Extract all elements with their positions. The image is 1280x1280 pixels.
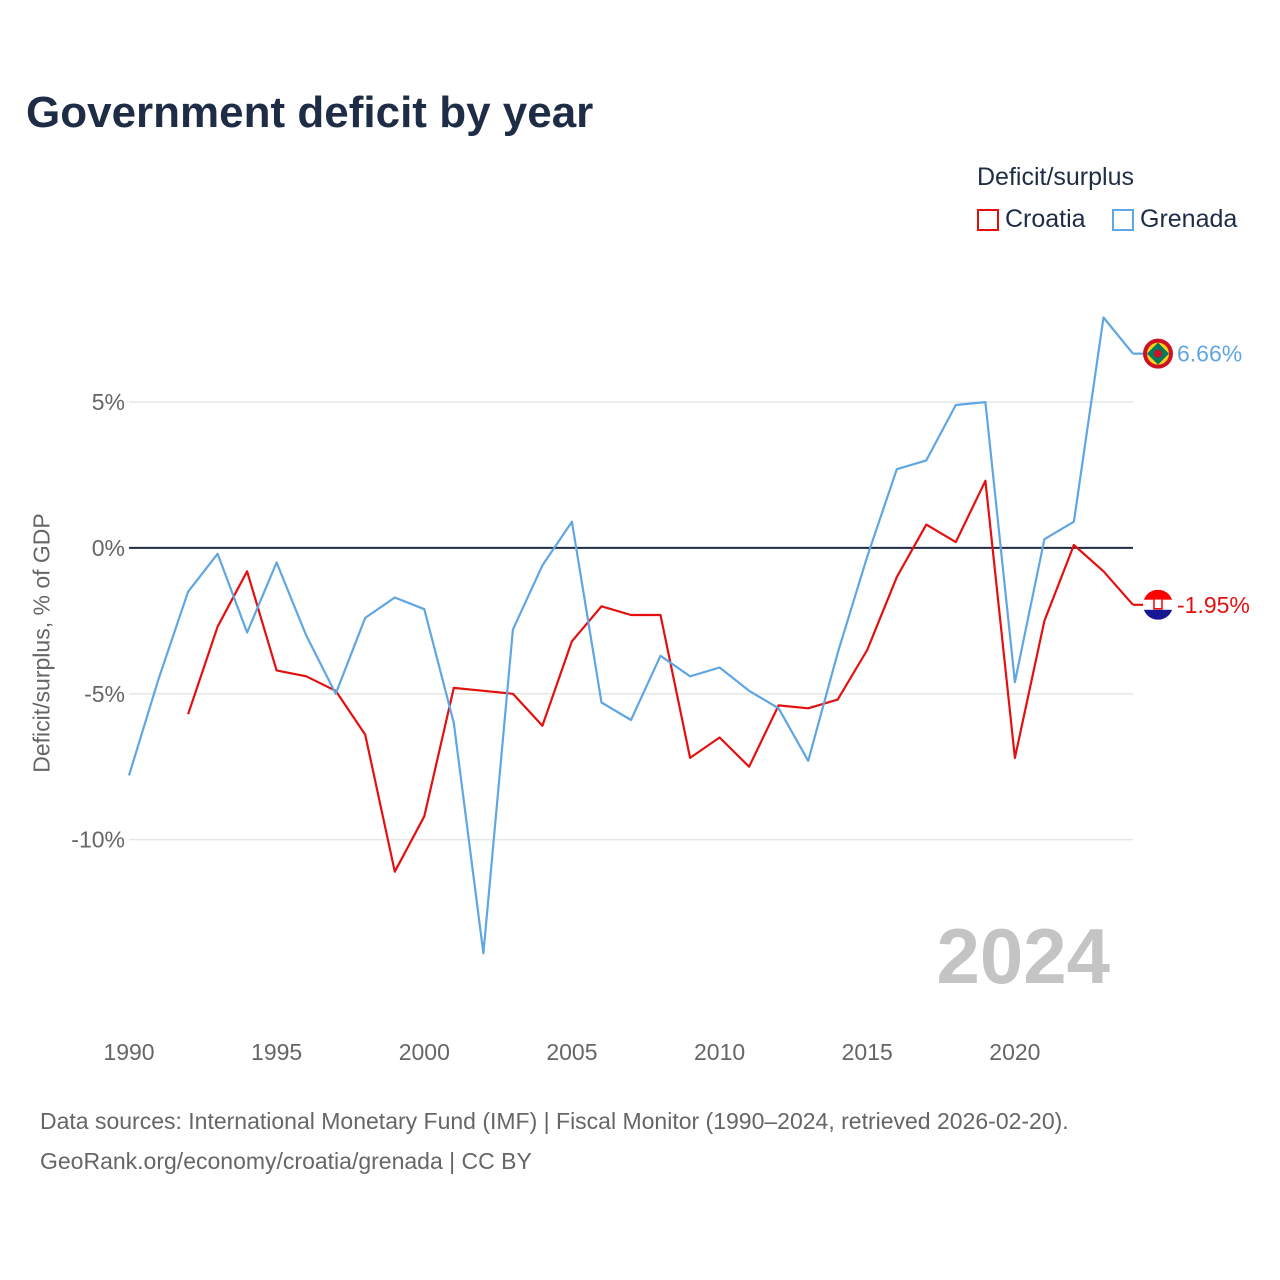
chart-title: Government deficit by year xyxy=(26,88,594,137)
legend-swatch-croatia xyxy=(977,208,999,231)
legend-title: Deficit/surplus xyxy=(977,163,1134,191)
legend-label-croatia: Croatia xyxy=(1005,205,1086,233)
legend-item-croatia[interactable]: Croatia xyxy=(977,205,1086,234)
end-value-label-croatia: -1.95% xyxy=(1177,592,1250,618)
grenada-flag-icon xyxy=(1143,338,1173,369)
legend-swatch-grenada xyxy=(1112,208,1134,231)
source-line-1: Data sources: International Monetary Fun… xyxy=(40,1108,1069,1134)
x-tick-label: 2005 xyxy=(546,1039,597,1065)
end-value-label-grenada: 6.66% xyxy=(1177,341,1242,367)
year-watermark: 2024 xyxy=(936,912,1110,1000)
x-tick-label: 2020 xyxy=(989,1039,1040,1065)
y-tick-label: -5% xyxy=(84,681,125,707)
series-line-grenada[interactable] xyxy=(127,316,1134,955)
series-line-croatia[interactable] xyxy=(187,479,1134,873)
x-tick-label: 2010 xyxy=(694,1039,745,1065)
legend-item-grenada[interactable]: Grenada xyxy=(1112,205,1237,234)
croatia-flag-icon xyxy=(1143,589,1173,620)
x-tick-label: 2015 xyxy=(842,1039,893,1065)
y-tick-label: 5% xyxy=(92,389,125,415)
x-tick-label: 1990 xyxy=(103,1039,154,1065)
x-tick-label: 2000 xyxy=(399,1039,450,1065)
y-tick-label: -10% xyxy=(71,827,125,853)
legend-label-grenada: Grenada xyxy=(1140,205,1238,233)
x-tick-label: 1995 xyxy=(251,1039,302,1065)
y-tick-label: 0% xyxy=(92,535,125,561)
source-line-2[interactable]: GeoRank.org/economy/croatia/grenada | CC… xyxy=(40,1148,532,1174)
